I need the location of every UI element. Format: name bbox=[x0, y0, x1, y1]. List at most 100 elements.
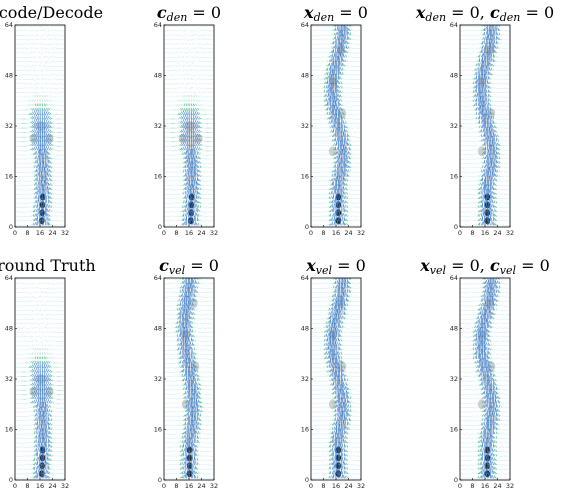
x-tick-label: 8 bbox=[321, 229, 325, 237]
velocity-arrows bbox=[15, 278, 65, 479]
y-tick-label: 16 bbox=[5, 426, 13, 434]
x-tick-label: 24 bbox=[48, 482, 56, 490]
x-tick-label: 24 bbox=[344, 229, 352, 237]
x-tick-label: 8 bbox=[174, 482, 178, 490]
y-tick-label: 64 bbox=[450, 21, 458, 29]
y-tick-label: 48 bbox=[450, 325, 458, 333]
velocity-arrows bbox=[311, 278, 361, 480]
panel-title: Encode/Decode bbox=[0, 3, 103, 22]
x-tick-label: 24 bbox=[493, 229, 501, 237]
velocity-arrows bbox=[460, 25, 510, 226]
velocity-arrows bbox=[15, 25, 65, 227]
x-tick-label: 32 bbox=[357, 482, 365, 490]
x-tick-label: 8 bbox=[470, 482, 474, 490]
x-tick-label: 32 bbox=[61, 229, 69, 237]
y-tick-label: 48 bbox=[154, 325, 162, 333]
y-tick-label: 64 bbox=[5, 274, 13, 282]
velocity-arrows bbox=[460, 278, 510, 480]
y-tick-label: 0 bbox=[158, 476, 162, 484]
y-tick-label: 16 bbox=[301, 173, 309, 181]
velocity-arrows bbox=[164, 25, 214, 226]
y-tick-label: 0 bbox=[454, 223, 458, 231]
quiver-field bbox=[311, 25, 361, 226]
x-tick-label: 8 bbox=[321, 482, 325, 490]
panel-1: 01632486408162432Encode/Decode bbox=[0, 3, 103, 237]
x-tick-label: 0 bbox=[458, 482, 462, 490]
y-tick-label: 48 bbox=[301, 325, 309, 333]
x-tick-label: 8 bbox=[25, 229, 29, 237]
y-tick-label: 48 bbox=[301, 72, 309, 80]
panel-title: xden = 0, cden = 0 bbox=[415, 3, 554, 24]
quiver-field bbox=[15, 278, 65, 479]
x-tick-label: 24 bbox=[197, 229, 205, 237]
y-tick-label: 64 bbox=[5, 21, 13, 29]
velocity-arrows bbox=[164, 278, 214, 479]
y-tick-label: 0 bbox=[305, 476, 309, 484]
x-tick-label: 16 bbox=[36, 482, 44, 490]
x-tick-label: 0 bbox=[13, 482, 17, 490]
x-tick-label: 32 bbox=[61, 482, 69, 490]
x-tick-label: 8 bbox=[25, 482, 29, 490]
x-tick-label: 24 bbox=[197, 482, 205, 490]
x-tick-label: 8 bbox=[470, 229, 474, 237]
y-tick-label: 64 bbox=[301, 21, 309, 29]
y-tick-label: 0 bbox=[454, 476, 458, 484]
y-tick-label: 16 bbox=[301, 426, 309, 434]
x-tick-label: 0 bbox=[309, 229, 313, 237]
x-tick-label: 32 bbox=[357, 229, 365, 237]
y-tick-label: 64 bbox=[450, 274, 458, 282]
x-tick-label: 16 bbox=[332, 229, 340, 237]
y-tick-label: 32 bbox=[5, 122, 13, 130]
y-tick-label: 64 bbox=[154, 21, 162, 29]
y-tick-label: 32 bbox=[301, 122, 309, 130]
x-tick-label: 16 bbox=[481, 482, 489, 490]
x-tick-label: 8 bbox=[174, 229, 178, 237]
quiver-field bbox=[15, 25, 65, 227]
y-tick-label: 32 bbox=[154, 122, 162, 130]
x-tick-label: 16 bbox=[185, 229, 193, 237]
y-tick-label: 16 bbox=[450, 173, 458, 181]
y-tick-label: 32 bbox=[5, 375, 13, 383]
x-tick-label: 16 bbox=[332, 482, 340, 490]
panel-title: Ground Truth bbox=[0, 256, 96, 275]
panel-title: xden = 0 bbox=[303, 3, 368, 24]
x-tick-label: 32 bbox=[506, 482, 514, 490]
x-tick-label: 24 bbox=[493, 482, 501, 490]
x-tick-label: 0 bbox=[162, 482, 166, 490]
y-tick-label: 48 bbox=[450, 72, 458, 80]
y-tick-label: 32 bbox=[450, 375, 458, 383]
x-tick-label: 16 bbox=[36, 229, 44, 237]
x-tick-label: 32 bbox=[210, 229, 218, 237]
y-tick-label: 32 bbox=[450, 122, 458, 130]
y-tick-label: 0 bbox=[305, 223, 309, 231]
quiver-field bbox=[311, 278, 361, 480]
x-tick-label: 16 bbox=[185, 482, 193, 490]
y-tick-label: 32 bbox=[301, 375, 309, 383]
y-tick-label: 64 bbox=[301, 274, 309, 282]
y-tick-label: 0 bbox=[9, 223, 13, 231]
y-tick-label: 48 bbox=[5, 325, 13, 333]
y-tick-label: 16 bbox=[154, 426, 162, 434]
quiver-field bbox=[164, 278, 214, 479]
panel-title: cvel = 0 bbox=[159, 256, 219, 277]
x-tick-label: 0 bbox=[13, 229, 17, 237]
x-tick-label: 32 bbox=[506, 229, 514, 237]
x-tick-label: 0 bbox=[458, 229, 462, 237]
y-tick-label: 64 bbox=[154, 274, 162, 282]
panel-title: xvel = 0, cvel = 0 bbox=[419, 256, 550, 277]
y-tick-label: 0 bbox=[158, 223, 162, 231]
x-tick-label: 24 bbox=[344, 482, 352, 490]
velocity-arrows bbox=[311, 25, 361, 226]
x-tick-label: 0 bbox=[309, 482, 313, 490]
panel-5: 01632486408162432Ground Truth bbox=[0, 256, 96, 490]
y-tick-label: 16 bbox=[5, 173, 13, 181]
x-tick-label: 0 bbox=[162, 229, 166, 237]
y-tick-label: 32 bbox=[154, 375, 162, 383]
quiver-field bbox=[164, 25, 214, 226]
y-tick-label: 48 bbox=[5, 72, 13, 80]
